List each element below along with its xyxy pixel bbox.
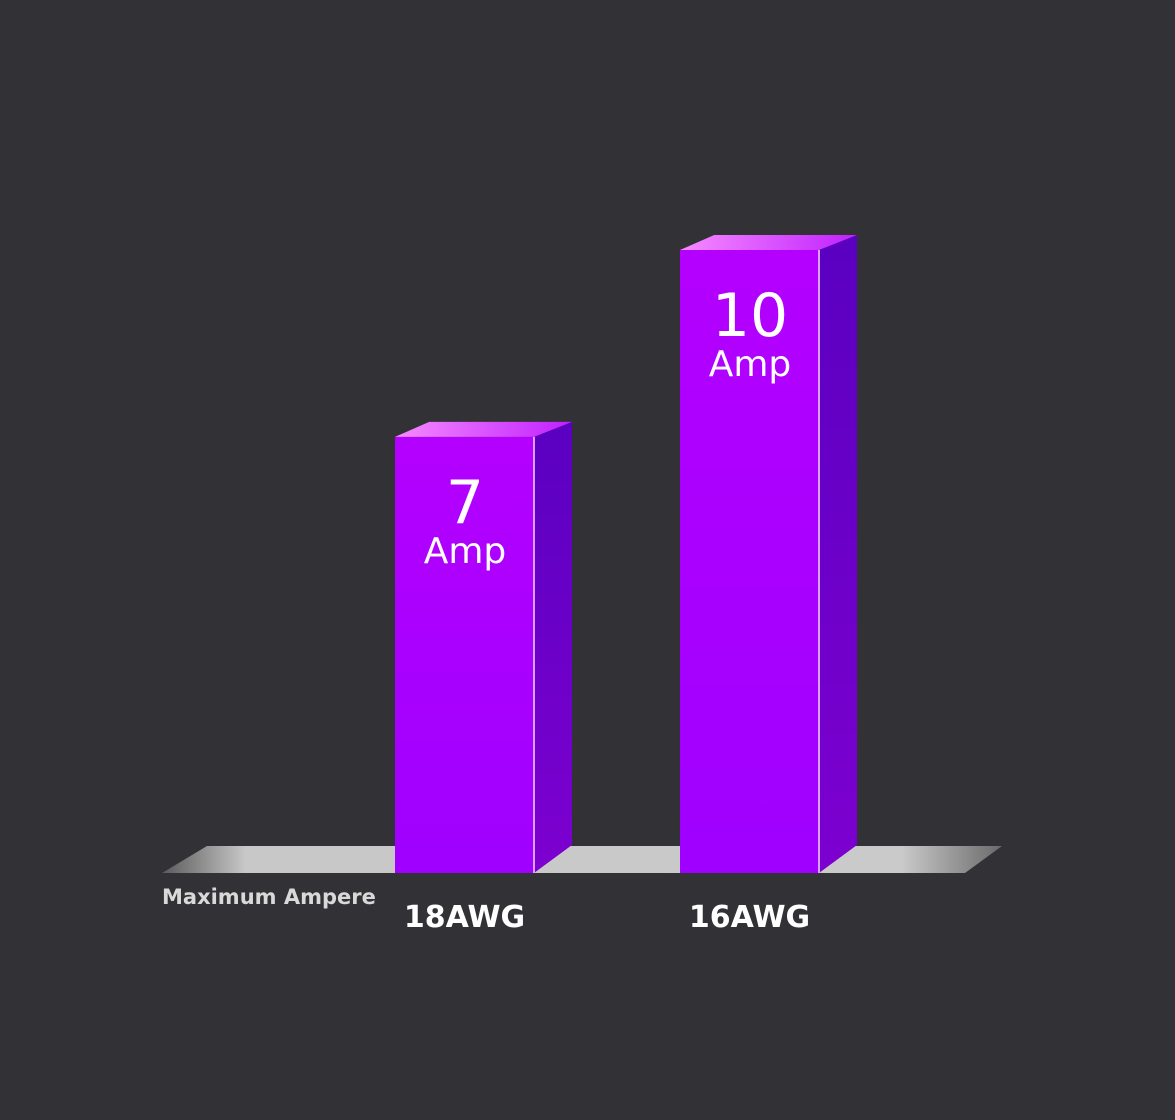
- bar-18awg: [395, 436, 534, 873]
- value-label-18awg: 7 Amp: [395, 472, 535, 570]
- category-label-18awg: 18AWG: [403, 900, 526, 935]
- bar-side-18awg: [534, 421, 572, 873]
- value-number: 10: [711, 281, 789, 351]
- value-unit: Amp: [708, 344, 792, 385]
- value-unit: Amp: [423, 530, 507, 572]
- bar-top-18awg: [395, 421, 572, 437]
- value-number: 7: [445, 467, 485, 538]
- bar-side-16awg: [819, 235, 857, 873]
- axis-title-maximum-ampere: Maximum Ampere: [162, 885, 376, 909]
- floor-plane: [162, 846, 1002, 873]
- category-label-16awg: 16AWG: [688, 900, 811, 935]
- bars-group: [395, 235, 857, 873]
- bar-top-16awg: [680, 235, 857, 250]
- bar-16awg: [680, 250, 819, 873]
- value-label-16awg: 10 Amp: [680, 285, 820, 383]
